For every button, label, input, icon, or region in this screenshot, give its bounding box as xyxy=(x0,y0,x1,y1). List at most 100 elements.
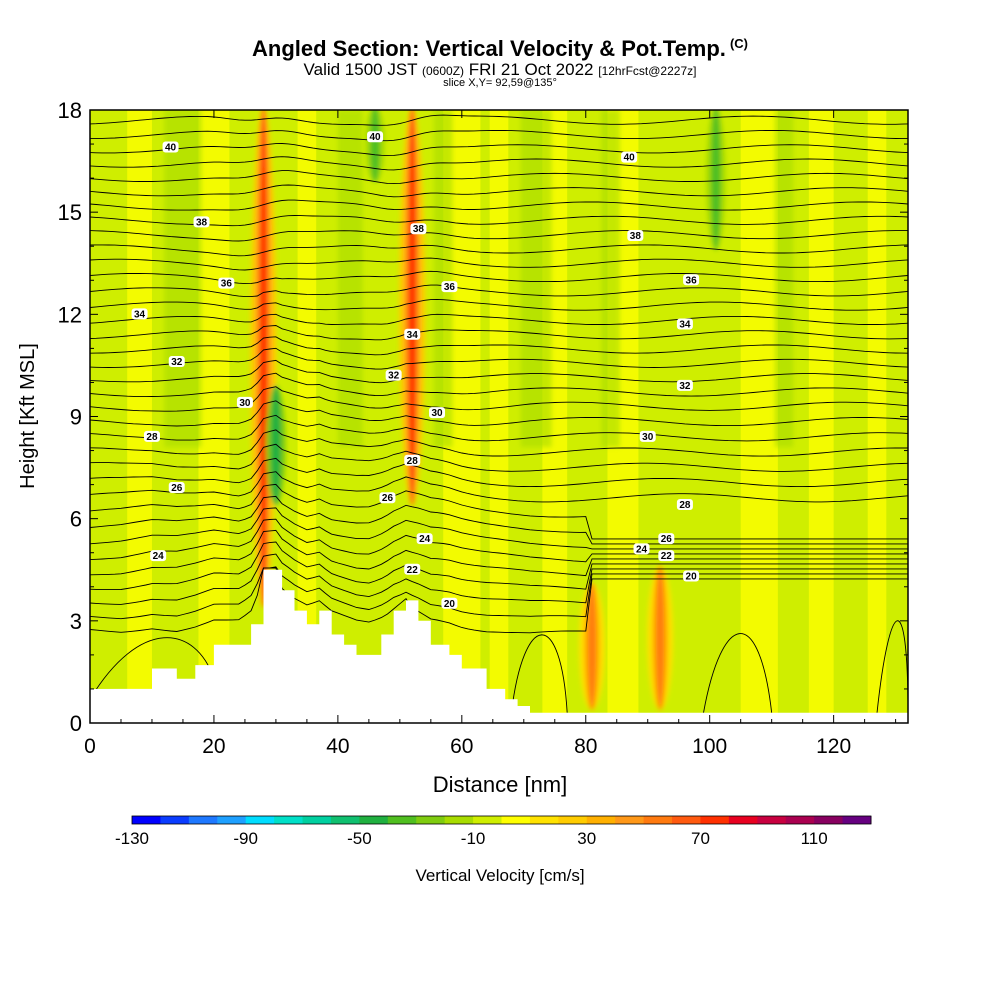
isentrope-label-text: 34 xyxy=(679,320,691,331)
isentrope-label-bg xyxy=(193,216,210,228)
isentrope-label: 24 xyxy=(633,543,650,555)
isentrope-line xyxy=(90,541,908,591)
field-weak-downdraft xyxy=(164,110,202,448)
isentrope-label: 30 xyxy=(429,407,446,419)
isentrope-label-text: 32 xyxy=(679,381,691,392)
isentrope-label-bg xyxy=(658,550,675,562)
valid-date: FRI 21 Oct 2022 xyxy=(468,60,594,79)
isentrope-label-bg xyxy=(441,281,458,293)
isentrope-line xyxy=(90,184,908,198)
isentrope-label: 32 xyxy=(168,356,185,368)
updraft-streak xyxy=(656,565,665,710)
isentrope-label-bg xyxy=(404,563,421,575)
isentrope-label-bg xyxy=(143,430,160,442)
isentrope-line xyxy=(90,199,908,211)
colorbar-swatch xyxy=(814,816,844,824)
colorbar-swatch xyxy=(757,816,787,824)
isentrope-contours xyxy=(90,110,908,713)
isentrope-label-bg xyxy=(410,223,427,235)
isentrope-label-text: 38 xyxy=(630,231,642,242)
colorbar-swatch xyxy=(188,816,218,824)
isentrope-low-level xyxy=(703,633,773,713)
x-tick-label: 60 xyxy=(450,735,473,758)
isentrope-line xyxy=(90,518,908,563)
isentrope-line xyxy=(90,429,908,457)
field-weak-downdraft xyxy=(520,110,552,448)
y-tick-label: 15 xyxy=(58,200,82,225)
isentrope-label-bg xyxy=(676,318,693,330)
isentrope-label-bg xyxy=(639,430,656,442)
colorbar-swatch xyxy=(700,816,730,824)
isentrope-label-bg xyxy=(429,407,446,419)
isentrope-label-bg xyxy=(676,499,693,511)
vertical-velocity-field xyxy=(90,110,908,723)
isentrope-label-text: 38 xyxy=(196,217,208,228)
isentrope-label-text: 26 xyxy=(661,534,673,545)
isentrope-label-text: 28 xyxy=(679,500,691,511)
downdraft-streak xyxy=(270,385,281,506)
isentrope-label-bg xyxy=(627,230,644,242)
isentrope-line xyxy=(90,114,908,126)
x-tick-label: 20 xyxy=(202,735,225,758)
isentrope-label: 28 xyxy=(404,454,421,467)
isentrope-label-bg xyxy=(168,482,185,494)
isentrope-label-text: 30 xyxy=(239,398,251,409)
colorbar-swatch xyxy=(245,816,275,824)
isentrope-label-bg xyxy=(404,454,421,466)
isentrope-label-text: 22 xyxy=(661,551,673,562)
isentrope-line xyxy=(90,143,908,157)
isentrope-low-level xyxy=(876,620,908,713)
valid-utc: (0600Z) xyxy=(422,64,465,78)
isentrope-line xyxy=(90,495,908,545)
isentrope-line xyxy=(90,156,908,171)
isentrope-line xyxy=(90,386,908,412)
isentrope-label-bg xyxy=(441,597,458,609)
field-weak-downdraft xyxy=(774,110,794,448)
x-tick-label: 40 xyxy=(326,735,349,758)
isentrope-label-text: 20 xyxy=(444,599,456,610)
isentrope-label: 28 xyxy=(676,499,693,511)
isentrope-label-text: 28 xyxy=(146,432,158,443)
isentrope-label-bg xyxy=(683,570,700,582)
field-weak-downdraft xyxy=(337,110,363,448)
isentrope-label: 24 xyxy=(416,533,433,545)
isentrope-label: 20 xyxy=(441,597,458,610)
colorbar-tick-label: -130 xyxy=(115,829,149,848)
isentrope-label-text: 40 xyxy=(369,132,381,143)
isentrope-label: 36 xyxy=(683,274,700,286)
isentrope-label-bg xyxy=(404,328,421,340)
isentrope-label-bg xyxy=(416,533,433,545)
isentrope-label: 32 xyxy=(676,379,693,392)
isentrope-label-bg xyxy=(385,369,402,381)
isentrope-label-text: 32 xyxy=(388,371,400,382)
isentrope-label-text: 28 xyxy=(407,456,419,467)
isentrope-label-bg xyxy=(658,533,675,545)
y-tick-label: 3 xyxy=(70,609,82,634)
colorbar-swatch xyxy=(672,816,701,824)
isentrope-line xyxy=(90,244,908,257)
downdraft-streak xyxy=(370,110,381,183)
isentrope-line xyxy=(90,230,908,242)
isentrope-label-bg xyxy=(236,396,253,408)
isentrope-line xyxy=(90,215,908,227)
colorbar-swatch xyxy=(842,816,872,824)
isentrope-label-bg xyxy=(162,141,179,153)
slice-info: slice X,Y= 92,59@135° xyxy=(443,77,557,89)
isentrope-labels: 40 40 40 38 38 38 36 36 36 34 34 34 32 32 32 30 30 30 28 28… xyxy=(131,131,700,610)
isentrope-label-text: 40 xyxy=(165,142,177,153)
isentrope-label-text: 22 xyxy=(407,565,419,576)
isentrope-label-bg xyxy=(168,356,185,368)
isentrope-line xyxy=(90,359,908,384)
isentrope-line xyxy=(90,567,908,634)
isentrope-label: 38 xyxy=(193,216,210,228)
isentrope-label-text: 24 xyxy=(153,551,165,562)
isentrope-label: 32 xyxy=(385,369,402,382)
isentrope-label-text: 32 xyxy=(171,357,183,368)
isentrope-label: 26 xyxy=(379,492,396,504)
isentrope-line xyxy=(90,284,908,298)
isentrope-label: 20 xyxy=(683,570,700,583)
isentrope-line xyxy=(90,414,908,442)
isentrope-label: 34 xyxy=(131,308,148,320)
isentrope-label: 40 xyxy=(621,151,638,164)
isentrope-label: 26 xyxy=(658,533,675,545)
